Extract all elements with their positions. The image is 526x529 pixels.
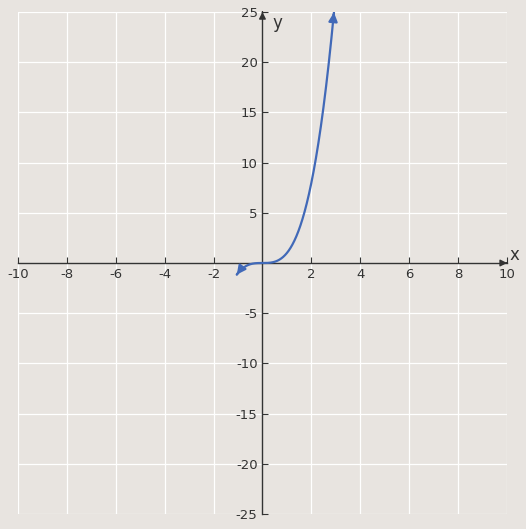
Text: y: y — [272, 14, 282, 32]
Text: x: x — [510, 246, 520, 264]
